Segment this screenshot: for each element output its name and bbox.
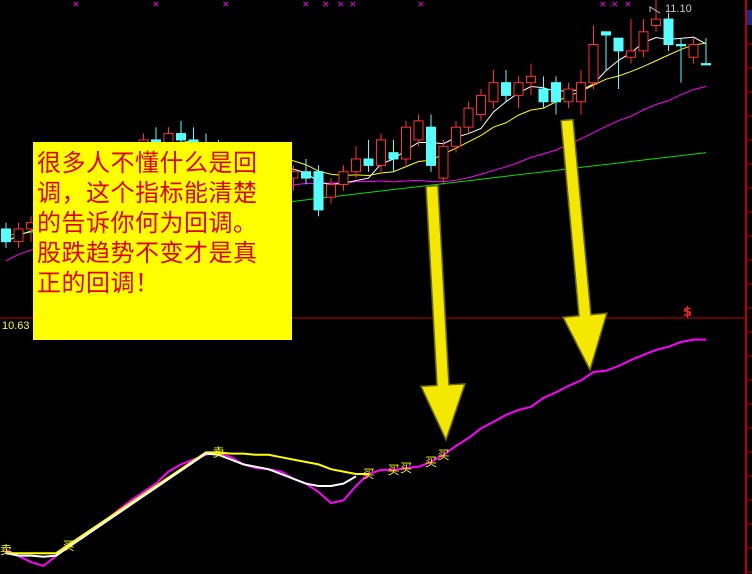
candle-body bbox=[426, 126, 436, 166]
signal-label: 买 bbox=[63, 539, 75, 553]
candle-body bbox=[463, 107, 474, 128]
candle-body bbox=[701, 63, 711, 66]
candle-body bbox=[1, 228, 11, 243]
candle-body bbox=[488, 82, 499, 103]
arrow-down-icon bbox=[419, 184, 467, 443]
top-marker-icon: × bbox=[624, 0, 632, 10]
annotation-line: 股跌趋势不变才是真 bbox=[37, 239, 258, 267]
candle-body bbox=[576, 82, 586, 103]
candle-body bbox=[626, 50, 636, 58]
annotation-line: 调，这个指标能清楚 bbox=[37, 179, 258, 207]
candle-body bbox=[388, 152, 399, 160]
candle-body bbox=[376, 139, 386, 166]
candle-body bbox=[638, 31, 649, 52]
top-marker-icon: × bbox=[322, 0, 330, 10]
candle-body bbox=[476, 94, 486, 115]
candle-body bbox=[351, 158, 361, 173]
signal-label: 卖 bbox=[0, 543, 12, 557]
candle-body bbox=[513, 82, 524, 96]
signal-s-icon: $ bbox=[683, 305, 692, 320]
candle-body bbox=[526, 75, 536, 84]
candle-body bbox=[176, 133, 186, 141]
signal-label: 买 bbox=[425, 455, 437, 469]
candle-body bbox=[676, 44, 686, 47]
top-marker-icon: × bbox=[72, 0, 80, 10]
candle-body bbox=[313, 171, 324, 211]
candle-body bbox=[551, 82, 561, 103]
candle-body bbox=[601, 31, 611, 36]
top-marker-icon: × bbox=[417, 0, 425, 10]
candle-body bbox=[538, 88, 549, 103]
candle-body bbox=[663, 18, 674, 46]
candle-body bbox=[563, 88, 574, 103]
high-marker bbox=[649, 6, 661, 14]
candle-body bbox=[588, 44, 599, 84]
high-price-label: 11.10 bbox=[665, 3, 692, 15]
candle-body bbox=[363, 158, 374, 166]
candle-body bbox=[451, 126, 461, 147]
indicator-line-0 bbox=[5, 338, 706, 568]
annotation-box: 很多人不懂什么是回 调，这个指标能清楚 的告诉你何为回调。 股跌趋势不变才是真 … bbox=[33, 142, 292, 340]
indicator-line-2 bbox=[5, 452, 357, 558]
top-marker-icon: × bbox=[599, 0, 607, 10]
top-marker-icon: × bbox=[611, 0, 619, 10]
signal-label: 买 bbox=[363, 467, 375, 481]
annotation-line: 正的回调！ bbox=[37, 269, 160, 297]
axis-price-tag bbox=[747, 10, 752, 25]
top-marker-icon: × bbox=[349, 0, 357, 10]
candle-body bbox=[338, 171, 349, 185]
candle-body bbox=[501, 82, 511, 96]
annotation-line: 的告诉你何为回调。 bbox=[37, 209, 258, 237]
low-price-label: 10.63 bbox=[2, 320, 30, 332]
candle-body bbox=[413, 120, 424, 141]
candle-body bbox=[401, 126, 411, 160]
candle-body bbox=[688, 44, 699, 58]
signal-label: 买 bbox=[400, 461, 412, 475]
top-marker-icon: × bbox=[152, 0, 160, 10]
arrow-down-icon bbox=[560, 118, 608, 373]
candle-body bbox=[438, 145, 449, 179]
top-marker-icon: × bbox=[337, 0, 345, 10]
candle-body bbox=[301, 171, 311, 179]
signal-label: 买 bbox=[438, 448, 450, 462]
annotation-line: 很多人不懂什么是回 bbox=[37, 149, 258, 177]
candle-body bbox=[13, 228, 24, 243]
candle-body bbox=[326, 183, 336, 198]
top-marker-icon: × bbox=[222, 0, 230, 10]
top-marker-icon: × bbox=[302, 0, 310, 10]
candle-body bbox=[651, 18, 661, 26]
candle-body bbox=[613, 37, 624, 52]
indicator-line-1 bbox=[6, 451, 369, 555]
signal-label: 卖 bbox=[213, 445, 225, 459]
signal-label: 买 bbox=[388, 463, 400, 477]
